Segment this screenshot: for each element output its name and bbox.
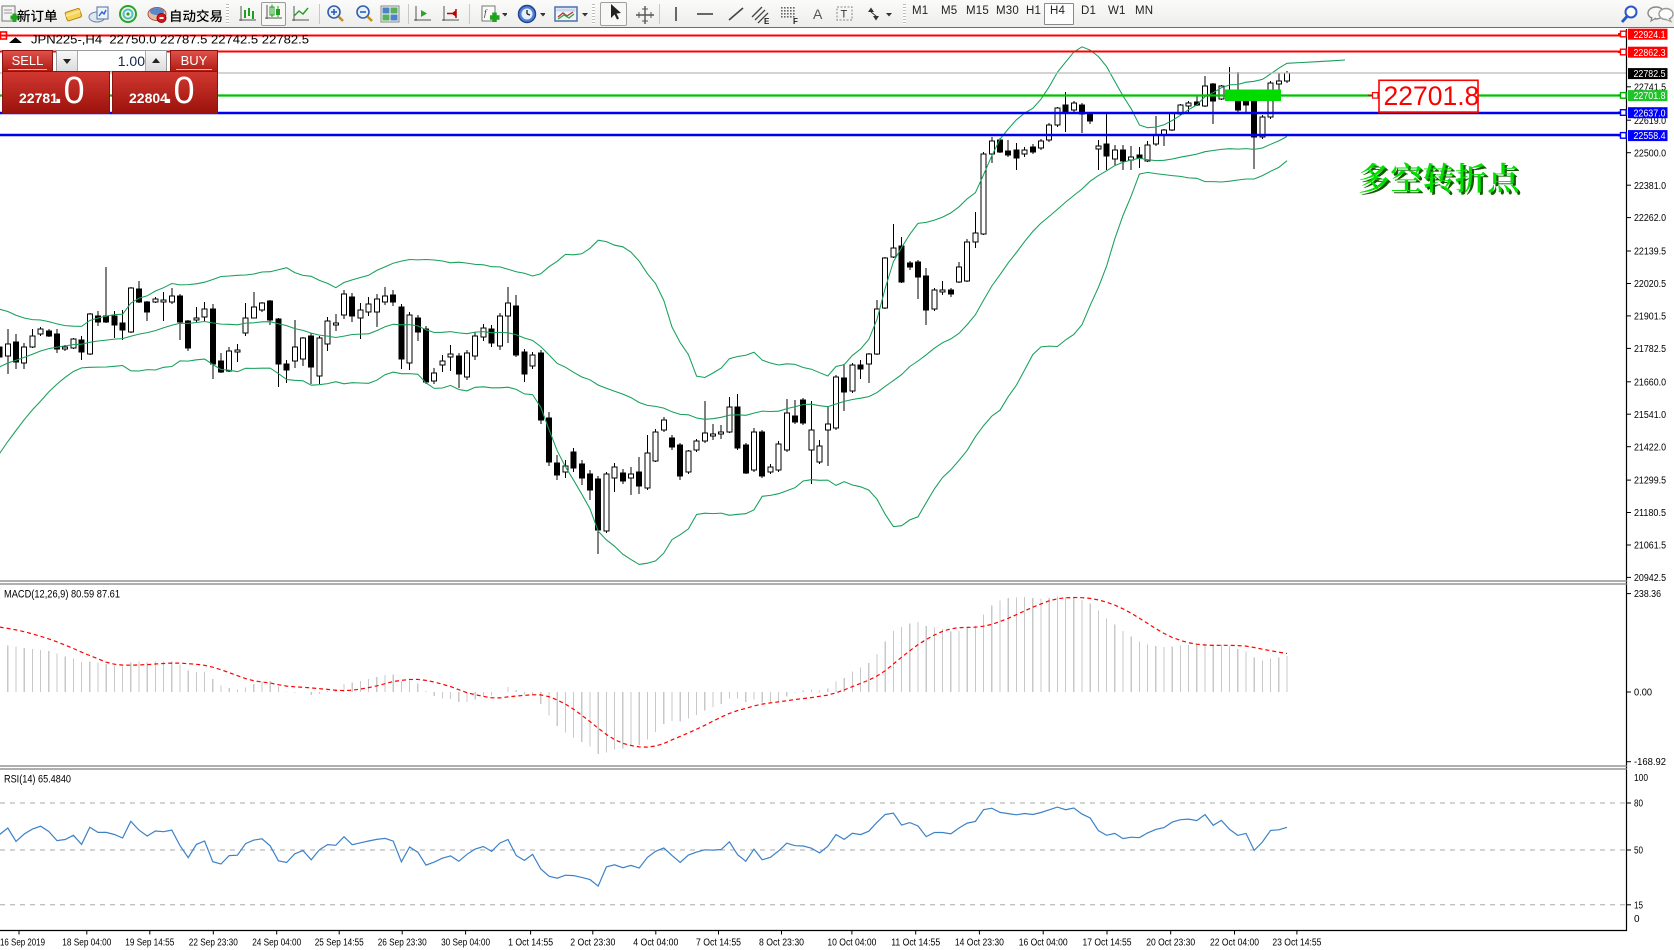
svg-text:22701.8: 22701.8 (1384, 81, 1480, 111)
svg-text:14 Oct 23:30: 14 Oct 23:30 (955, 937, 1004, 948)
svg-text:F: F (793, 17, 798, 26)
svg-text:21541.0: 21541.0 (1634, 410, 1666, 421)
svg-text:20942.5: 20942.5 (1634, 573, 1666, 584)
svg-text:8 Oct 23:30: 8 Oct 23:30 (759, 937, 804, 948)
svg-text:-168.92: -168.92 (1634, 757, 1666, 768)
svg-text:22558.4: 22558.4 (1634, 131, 1666, 142)
svg-text:RSI(14) 65.4840: RSI(14) 65.4840 (4, 774, 71, 786)
svg-text:4 Oct 04:00: 4 Oct 04:00 (633, 937, 678, 948)
svg-text:22701.8: 22701.8 (1634, 91, 1666, 102)
svg-text:21180.5: 21180.5 (1634, 508, 1666, 519)
svg-text:21299.5: 21299.5 (1634, 476, 1666, 487)
svg-text:22924.1: 22924.1 (1634, 30, 1666, 41)
svg-text:21901.5: 21901.5 (1634, 312, 1666, 323)
svg-text:E: E (764, 17, 770, 26)
svg-text:0: 0 (1634, 914, 1640, 925)
svg-text:21660.0: 21660.0 (1634, 377, 1666, 388)
svg-text:22619.0: 22619.0 (1634, 116, 1666, 127)
svg-text:A: A (813, 6, 823, 22)
svg-text:22637.0: 22637.0 (1634, 108, 1666, 119)
svg-text:22862.3: 22862.3 (1634, 48, 1666, 59)
svg-text:21782.5: 21782.5 (1634, 344, 1666, 355)
svg-text:10 Oct 04:00: 10 Oct 04:00 (827, 937, 876, 948)
svg-text:50: 50 (1634, 846, 1643, 857)
svg-text:25 Sep 14:55: 25 Sep 14:55 (315, 937, 364, 948)
svg-text:22139.5: 22139.5 (1634, 247, 1666, 258)
svg-text:22262.0: 22262.0 (1634, 213, 1666, 224)
svg-text:22 Sep 23:30: 22 Sep 23:30 (189, 937, 238, 948)
svg-text:80: 80 (1634, 799, 1643, 810)
svg-text:26 Sep 23:30: 26 Sep 23:30 (378, 937, 427, 948)
svg-text:f: f (484, 8, 488, 18)
svg-text:T: T (841, 9, 848, 21)
svg-text:16 Sep 2019: 16 Sep 2019 (0, 937, 45, 948)
svg-text:2 Oct 23:30: 2 Oct 23:30 (570, 937, 615, 948)
svg-text:17 Oct 14:55: 17 Oct 14:55 (1083, 937, 1132, 948)
svg-text:238.36: 238.36 (1634, 589, 1661, 600)
svg-text:22741.5: 22741.5 (1634, 82, 1666, 93)
svg-text:21422.0: 21422.0 (1634, 442, 1666, 453)
svg-text:11 Oct 14:55: 11 Oct 14:55 (891, 937, 940, 948)
svg-text:24 Sep 04:00: 24 Sep 04:00 (252, 937, 301, 948)
svg-text:7 Oct 14:55: 7 Oct 14:55 (696, 937, 741, 948)
svg-text:JPN225-,H4 22750.0 22787.5 22: JPN225-,H4 22750.0 22787.5 22742.5 22782… (31, 33, 309, 47)
svg-text:30 Sep 04:00: 30 Sep 04:00 (441, 937, 490, 948)
svg-text:15: 15 (1634, 900, 1643, 911)
svg-text:100: 100 (1634, 773, 1648, 784)
svg-text:16 Oct 04:00: 16 Oct 04:00 (1019, 937, 1068, 948)
svg-text:22020.5: 22020.5 (1634, 279, 1666, 290)
svg-text:20 Oct 23:30: 20 Oct 23:30 (1146, 937, 1195, 948)
svg-text:1 Oct 14:55: 1 Oct 14:55 (508, 937, 553, 948)
svg-text:21061.5: 21061.5 (1634, 541, 1666, 552)
svg-text:MACD(12,26,9) 80.59 87.61: MACD(12,26,9) 80.59 87.61 (4, 589, 120, 601)
svg-text:22381.0: 22381.0 (1634, 181, 1666, 192)
svg-text:19 Sep 14:55: 19 Sep 14:55 (125, 937, 174, 948)
svg-text:0.00: 0.00 (1634, 688, 1652, 699)
svg-text:22500.0: 22500.0 (1634, 148, 1666, 159)
svg-text:23 Oct 14:55: 23 Oct 14:55 (1272, 937, 1321, 948)
svg-text:18 Sep 04:00: 18 Sep 04:00 (62, 937, 111, 948)
svg-text:22 Oct 04:00: 22 Oct 04:00 (1210, 937, 1259, 948)
svg-text:22782.5: 22782.5 (1634, 69, 1666, 80)
